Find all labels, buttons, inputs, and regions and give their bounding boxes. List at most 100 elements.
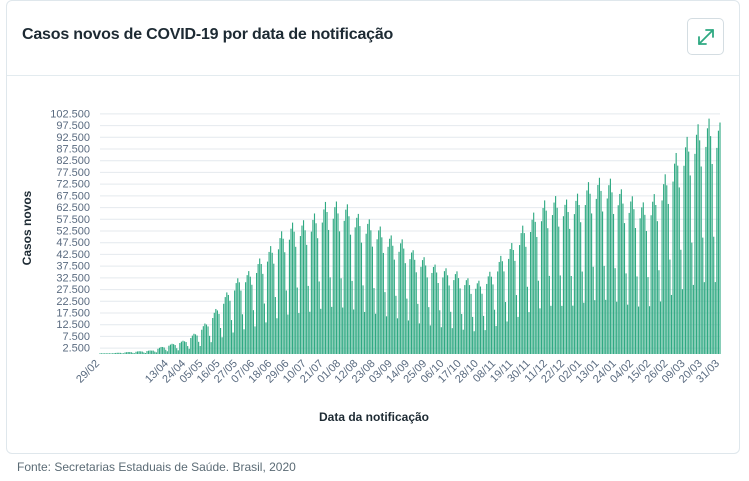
bar: [589, 193, 591, 354]
bar: [313, 213, 316, 354]
bar: [190, 338, 192, 354]
bar: [620, 189, 622, 354]
bar: [185, 342, 187, 354]
bar: [529, 231, 532, 354]
bar: [229, 300, 231, 354]
x-tick-labels: 29/02 13/0424/0405/0516/0527/0507/0618/06…: [74, 358, 722, 386]
bar: [121, 353, 123, 354]
bar: [346, 204, 348, 354]
bar: [481, 293, 483, 354]
bar: [326, 212, 328, 354]
bar: [495, 326, 497, 354]
bar: [526, 286, 528, 354]
bar: [487, 276, 489, 354]
bar: [581, 271, 583, 354]
expand-button[interactable]: [687, 18, 724, 55]
bar: [461, 313, 463, 354]
bar: [425, 265, 427, 354]
bar: [218, 313, 220, 354]
bar: [447, 275, 449, 354]
bar: [414, 259, 416, 354]
bar: [429, 325, 431, 354]
bar: [152, 350, 154, 354]
bar: [238, 282, 240, 354]
bar: [592, 266, 594, 354]
bar: [605, 299, 607, 354]
bar: [179, 343, 181, 354]
y-tick-label: 97.500: [56, 120, 90, 132]
bar: [182, 340, 184, 354]
y-tick-label: 32.500: [56, 272, 90, 284]
bar: [266, 261, 269, 354]
bar: [716, 147, 718, 354]
bar: [191, 335, 193, 354]
bar: [600, 190, 602, 354]
bar: [700, 166, 702, 354]
bar: [160, 346, 162, 354]
bar: [301, 225, 303, 354]
bar: [623, 223, 626, 354]
bar: [434, 264, 436, 354]
bar: [569, 228, 571, 354]
y-tick-label: 7.500: [62, 331, 90, 343]
bar: [522, 225, 524, 354]
bar: [154, 351, 156, 354]
bar: [667, 203, 669, 354]
bar: [292, 222, 294, 354]
bar: [561, 305, 563, 354]
bar: [111, 353, 114, 354]
bar: [508, 258, 510, 354]
bar: [523, 233, 525, 354]
bar: [573, 214, 575, 354]
bar: [658, 270, 660, 354]
bar: [396, 318, 399, 354]
bar: [666, 185, 668, 354]
y-tick-label: 42.500: [56, 249, 90, 261]
chart-title: Casos novos de COVID-19 por data de noti…: [22, 26, 394, 43]
bar: [566, 199, 568, 354]
bar: [387, 246, 389, 354]
bar: [384, 292, 386, 354]
bar: [464, 285, 466, 354]
bar: [205, 324, 208, 354]
bar: [365, 233, 367, 354]
bar: [360, 242, 363, 354]
bar: [694, 153, 696, 354]
y-tick-label: 12.500: [56, 319, 90, 331]
bar: [472, 316, 474, 354]
bar: [520, 233, 522, 354]
y-tick-label: 47.500: [56, 237, 90, 249]
x-axis-label: Data da notificação: [319, 410, 429, 424]
bar: [567, 212, 569, 354]
bar: [475, 288, 477, 354]
bar: [367, 223, 369, 354]
bar: [583, 302, 585, 354]
bar: [151, 350, 153, 354]
bar: [647, 277, 649, 354]
bar: [107, 353, 109, 354]
bar: [338, 231, 341, 354]
bar: [403, 248, 405, 354]
bar: [215, 308, 217, 354]
bar: [132, 352, 134, 354]
bar: [357, 213, 359, 354]
bar: [418, 323, 420, 354]
y-tick-label: 77.500: [56, 167, 90, 179]
bar: [606, 198, 608, 354]
bar: [281, 231, 283, 354]
bar: [262, 273, 264, 354]
bar: [135, 351, 137, 354]
bar: [129, 352, 131, 354]
bar: [370, 230, 372, 354]
bar: [550, 305, 552, 354]
bar: [140, 351, 142, 354]
bar: [155, 352, 157, 354]
bar: [320, 308, 322, 354]
bar: [595, 198, 597, 354]
bar: [608, 185, 610, 354]
bar: [688, 151, 690, 354]
bar: [171, 343, 173, 354]
bar: [110, 353, 112, 354]
bar: [542, 207, 544, 354]
bar: [617, 205, 619, 354]
